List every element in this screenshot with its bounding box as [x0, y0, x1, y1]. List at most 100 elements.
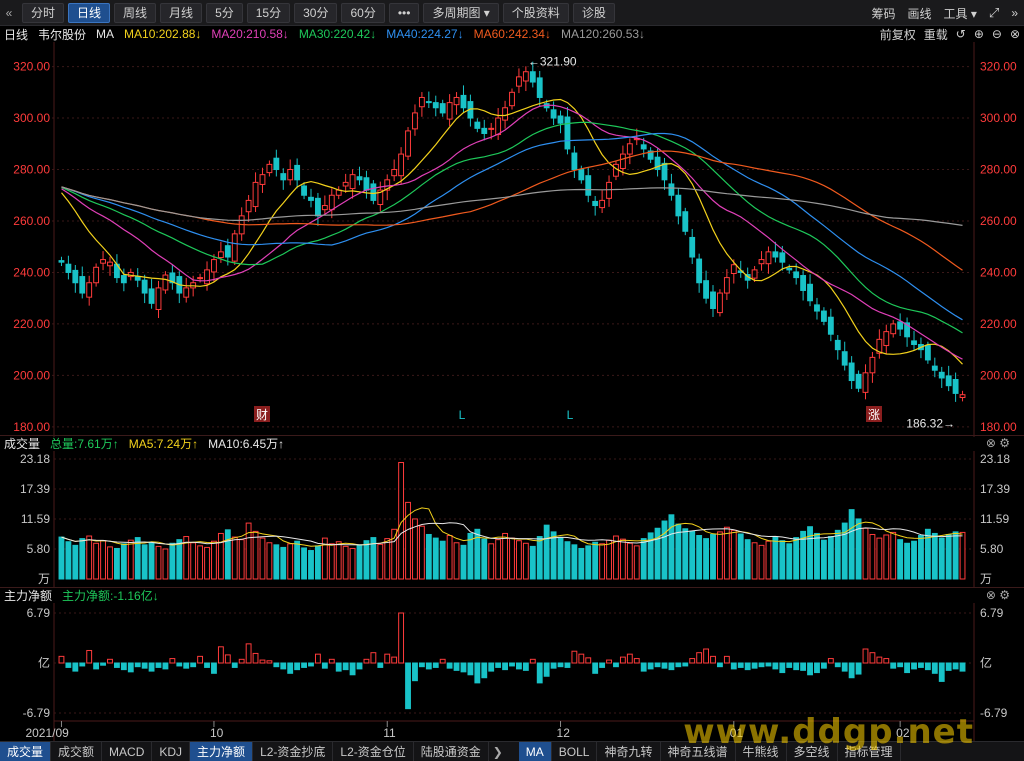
volume-bar [93, 542, 100, 580]
period-tab[interactable]: 个股资料 [502, 2, 569, 23]
chip-button[interactable]: 筹码 [871, 6, 896, 21]
price-tick-label: 240.00 [980, 265, 1017, 279]
overlay-tab[interactable]: MA [518, 741, 552, 761]
volume-bar [335, 541, 342, 580]
overlay-tab[interactable]: BOLL [552, 741, 598, 761]
volume-bar [349, 547, 356, 580]
netflow-chart[interactable]: 6.796.79亿亿-6.79-6.792021/091011120102030… [0, 603, 1024, 741]
zoom-in-icon[interactable]: ⊕ [973, 27, 984, 41]
period-tab[interactable]: ••• [388, 2, 420, 23]
overlay-button[interactable]: 重载 [923, 27, 948, 42]
zoom-out-icon[interactable]: ⊖ [991, 27, 1002, 41]
period-tab[interactable]: 周线 [114, 2, 157, 23]
candle-body [807, 283, 813, 302]
period-tab[interactable]: 日线 [68, 2, 111, 23]
time-tick-label: 11 [383, 726, 396, 740]
indicator-tab[interactable]: 主力净额 [190, 741, 254, 761]
candle-body [869, 356, 876, 374]
close-icon[interactable]: ⊗ [1009, 27, 1020, 41]
candle-body [100, 259, 106, 264]
volume-bar [820, 539, 827, 580]
period-tab[interactable]: 分时 [22, 2, 65, 23]
period-tab[interactable]: 15分 [246, 2, 291, 23]
netflow-bar [654, 662, 661, 668]
netflow-bar [453, 662, 460, 671]
netflow-title[interactable]: 主力净额 [4, 589, 53, 603]
period-tab[interactable]: 多周期图 ▾ [423, 2, 499, 23]
volume-bar [557, 537, 564, 580]
netflow-bar [86, 649, 93, 664]
volume-ma10-line [61, 522, 963, 546]
volume-bar [481, 538, 488, 580]
expand-icon[interactable]: ⤢ [988, 5, 1000, 20]
volume-bar [751, 542, 758, 580]
overlay-tab[interactable]: 指标管理 [838, 741, 901, 761]
volume-bar [356, 544, 363, 580]
netflow-bar [169, 658, 176, 664]
price-tick-label: 280.00 [13, 163, 50, 177]
candle-body [474, 121, 481, 129]
netflow-bar [495, 662, 502, 668]
candle-body [952, 379, 959, 394]
netflow-bar [308, 662, 314, 667]
netflow-panel-controls[interactable]: ⊗ ⚙ [985, 588, 1010, 602]
netflow-bar [522, 662, 529, 671]
candle-body [557, 115, 564, 124]
netflow-bar [204, 662, 210, 668]
indicator-tab[interactable]: MACD [102, 741, 153, 761]
indicator-tab[interactable]: KDJ [152, 741, 191, 761]
volume-bar [58, 536, 65, 580]
period-tab[interactable]: 月线 [160, 2, 203, 23]
netflow-bar [931, 662, 938, 674]
volume-chart[interactable]: 23.18 23.18 17.39 17.39 11.59 11.59 5.80 5.80 万 万 [0, 451, 1024, 587]
netflow-bar [855, 662, 862, 675]
candle-body [439, 103, 446, 114]
event-marker: 涨 [868, 407, 880, 422]
volume-bar [814, 532, 820, 580]
netflow-bar [516, 662, 522, 670]
period-toolbar: « 分时 日线 周线 月线 5分 15分 30分 60分 ••• 多周期图 ▾ 个股资料 诊股 筹码 … [0, 0, 1024, 26]
indicator-tab-bar: 成交量 成交额 MACD KDJ 主力净额 L2-资金抄底 L2-资金仓位 陆股通资金 ❯ M… [0, 741, 1024, 761]
volume-bar [599, 543, 606, 580]
volume-bar [238, 539, 245, 580]
volume-bar [418, 525, 425, 580]
overlay-tab[interactable]: 神奇五线谱 [661, 741, 736, 761]
back-icon[interactable]: « [5, 5, 13, 20]
candlestick-chart[interactable]: 320.00 320.00 300.00 300.00 280.00 280.00 260.… [0, 42, 1024, 437]
indicator-tab[interactable]: 成交量 [0, 741, 52, 761]
volume-title[interactable]: 成交量 [4, 437, 41, 451]
overlay-tab[interactable]: 神奇九转 [597, 741, 661, 761]
indicator-tab[interactable]: 陆股通资金 [414, 741, 489, 761]
tabs-next-icon[interactable]: ❯ [492, 744, 503, 759]
watermark-text: www.ddgp.net [683, 712, 974, 752]
candle-body [765, 251, 772, 265]
drawline-button[interactable]: 画线 [907, 6, 932, 21]
overlay-tab[interactable]: 多空线 [787, 741, 838, 761]
indicator-tab[interactable]: L2-资金仓位 [333, 741, 414, 761]
price-tick-label: 320.00 [980, 60, 1017, 74]
volume-bar [571, 544, 578, 580]
volume-tick-label: 万 [980, 572, 992, 586]
volume-bar [141, 544, 148, 580]
indicator-tab[interactable]: 成交额 [51, 741, 103, 761]
tools-menu[interactable]: 工具 ▾ [943, 6, 977, 21]
netflow-bar [696, 652, 703, 664]
forward-icon[interactable]: » [1011, 6, 1018, 20]
period-tab[interactable]: 30分 [294, 2, 338, 23]
overlay-tab[interactable]: 牛熊线 [736, 741, 787, 761]
adjust-mode-button[interactable]: 前复权 [879, 27, 916, 42]
volume-bar [162, 548, 169, 580]
stock-name[interactable]: 韦尔股份 [38, 27, 87, 42]
period-tab[interactable]: 60分 [341, 2, 385, 23]
volume-panel-controls[interactable]: ⊗ ⚙ [985, 436, 1010, 450]
indicator-tab[interactable]: L2-资金抄底 [253, 741, 334, 761]
volume-bar [328, 543, 335, 580]
netflow-bar [564, 662, 571, 668]
period-tab[interactable]: 5分 [206, 2, 243, 23]
period-tab[interactable]: 诊股 [572, 2, 615, 23]
candle-body [820, 310, 827, 322]
netflow-bar [197, 655, 204, 664]
ma-indicator-label[interactable]: MA [96, 27, 115, 41]
undo-icon[interactable]: ↺ [955, 27, 966, 41]
candle-body [890, 323, 897, 335]
